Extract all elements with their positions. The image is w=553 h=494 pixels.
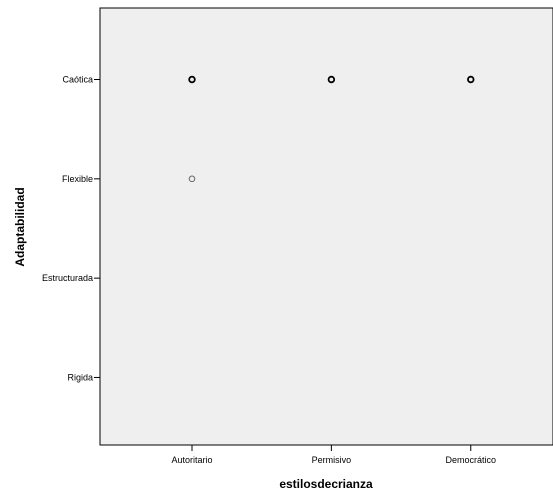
y-axis: Rigida Estructurada Flexible Caótica [42, 75, 100, 382]
x-axis: Autoritario Permisivo Democrático [171, 445, 496, 465]
plot-area [99, 7, 553, 446]
y-axis-title: Adaptabilidad [13, 187, 27, 266]
x-tick-label: Democrático [446, 455, 497, 465]
y-tick-label: Rigida [67, 372, 93, 382]
y-tick-label: Flexible [62, 174, 93, 184]
scatter-point [188, 75, 196, 84]
scatter-point [467, 75, 475, 84]
x-axis-title: estilosdecrianza [279, 477, 373, 491]
data-points [188, 75, 475, 183]
scatter-point [188, 175, 196, 183]
y-tick-label: Estructurada [42, 273, 93, 283]
x-tick-label: Autoritario [171, 455, 212, 465]
x-tick-label: Permisivo [312, 455, 352, 465]
y-tick-label: Caótica [62, 75, 93, 85]
scatter-point [327, 75, 336, 84]
